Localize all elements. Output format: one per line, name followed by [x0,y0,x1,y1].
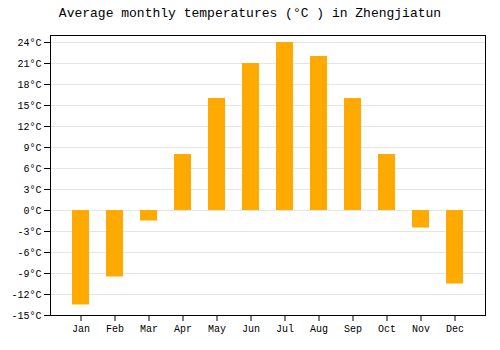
svg-text:6°C: 6°C [23,164,41,175]
svg-text:Sep: Sep [344,324,362,335]
svg-text:-9°C: -9°C [17,269,41,280]
svg-text:May: May [208,324,226,335]
svg-text:9°C: 9°C [23,143,41,154]
svg-text:Feb: Feb [106,324,124,335]
html-text:Average monthly temperatures (: Average monthly temperatures (°C ) in Zh… [58,6,442,21]
svg-text:-6°C: -6°C [17,248,41,259]
svg-text:21°C: 21°C [17,59,41,70]
svg-text:Nov: Nov [412,324,430,335]
svg-text:Aug: Aug [310,324,328,335]
svg-text:0°C: 0°C [23,206,41,217]
svg-text:12°C: 12°C [17,122,41,133]
svg-text:Jan: Jan [72,324,90,335]
svg-text:Apr: Apr [174,324,192,335]
svg-text:Jun: Jun [242,324,260,335]
svg-text:Jul: Jul [276,324,294,335]
svg-text:18°C: 18°C [17,80,41,91]
svg-text:3°C: 3°C [23,185,41,196]
svg-text:Dec: Dec [446,324,464,335]
svg-text:Mar: Mar [140,324,158,335]
svg-text:-3°C: -3°C [17,227,41,238]
svg-text:-12°C: -12°C [11,290,41,301]
svg-text:Oct: Oct [378,324,396,335]
svg-text:-15°C: -15°C [11,311,41,322]
svg-text:24°C: 24°C [17,38,41,49]
svg-text:15°C: 15°C [17,101,41,112]
